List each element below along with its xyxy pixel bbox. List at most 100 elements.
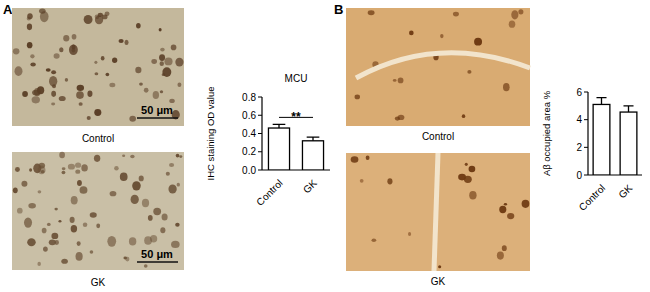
cell [34, 88, 41, 96]
cell [509, 21, 516, 28]
cell [129, 237, 136, 245]
y-tick-label: 0.2 [242, 146, 256, 157]
cell [474, 38, 482, 46]
cell [42, 228, 47, 234]
y-axis [587, 92, 588, 175]
micrograph [12, 8, 184, 126]
image-caption: GK [431, 276, 446, 287]
cell [169, 163, 174, 167]
x-tick-label: GK [616, 182, 634, 200]
cell [130, 155, 134, 158]
cell [75, 169, 80, 173]
micrograph-bg [346, 8, 530, 126]
cell [504, 203, 507, 206]
cell [17, 208, 23, 214]
image-caption: GK [91, 277, 106, 288]
bar [302, 141, 323, 170]
cell [107, 236, 116, 247]
y-tick [584, 147, 588, 148]
cell [398, 78, 404, 84]
cell [144, 236, 152, 245]
cell [502, 245, 507, 251]
cell [27, 238, 36, 246]
cell [160, 90, 163, 93]
cell [71, 225, 77, 232]
cell [160, 227, 165, 233]
cell [169, 99, 174, 103]
cell [469, 191, 476, 199]
y-tick [584, 119, 588, 120]
cell [96, 223, 100, 228]
significance-label: ** [291, 110, 301, 124]
y-tick-label: 0 [576, 170, 582, 181]
image-caption: Control [422, 131, 454, 142]
cell [351, 156, 359, 163]
cell [72, 34, 77, 40]
cell [59, 96, 66, 101]
cell [453, 12, 459, 17]
cell [94, 109, 101, 116]
cell [120, 172, 128, 181]
cell [522, 200, 530, 208]
cell [109, 83, 115, 87]
cell [28, 203, 36, 209]
micrograph [346, 8, 530, 126]
y-tick [584, 175, 588, 176]
cell [21, 181, 27, 187]
chart: 0.00.20.40.60.8IHC staining OD valueMCUC… [205, 73, 330, 208]
cell [438, 265, 441, 268]
cell [162, 73, 166, 76]
cell [166, 172, 170, 176]
cell [62, 167, 66, 170]
y-tick-label: 0.0 [242, 165, 256, 176]
cell [177, 183, 180, 187]
micrograph [346, 153, 530, 271]
cell [62, 171, 66, 174]
cell [94, 61, 97, 64]
cell [76, 91, 84, 99]
cell [164, 57, 172, 65]
cell [153, 208, 161, 215]
cell [77, 241, 81, 246]
cell [27, 17, 31, 21]
cell [129, 116, 136, 122]
micrograph [12, 152, 184, 270]
cell [22, 91, 28, 97]
error-bar [273, 124, 286, 128]
cell [51, 233, 58, 239]
cell [440, 34, 444, 38]
y-tick [258, 170, 262, 171]
cell [46, 68, 51, 71]
cell [15, 167, 20, 172]
y-tick [258, 151, 262, 152]
cell [462, 114, 465, 118]
figure: AControl50 μmGK50 μmBControlGK0.00.20.40… [0, 0, 650, 292]
cell [58, 220, 61, 223]
cell [159, 54, 165, 61]
cell [27, 24, 32, 31]
cell [148, 215, 153, 221]
cell [469, 166, 476, 173]
cell [465, 163, 468, 166]
y-label: IHC staining OD value [205, 87, 216, 181]
error-bar [307, 137, 320, 141]
cell [54, 53, 60, 58]
cell [395, 116, 400, 120]
tissue-layer [434, 153, 438, 271]
cell [87, 91, 92, 97]
cell [160, 61, 164, 66]
cell [71, 196, 78, 205]
bar [268, 128, 289, 170]
chart-title: MCU [285, 73, 308, 84]
cell [94, 155, 100, 162]
cell [511, 10, 518, 19]
cell [51, 70, 56, 74]
cell [61, 259, 68, 264]
cell [360, 179, 364, 183]
y-tick-label: 2 [576, 142, 582, 153]
cell [68, 164, 75, 170]
cell [162, 214, 168, 221]
cell [90, 250, 94, 254]
cell [30, 63, 35, 67]
cell [37, 262, 40, 266]
